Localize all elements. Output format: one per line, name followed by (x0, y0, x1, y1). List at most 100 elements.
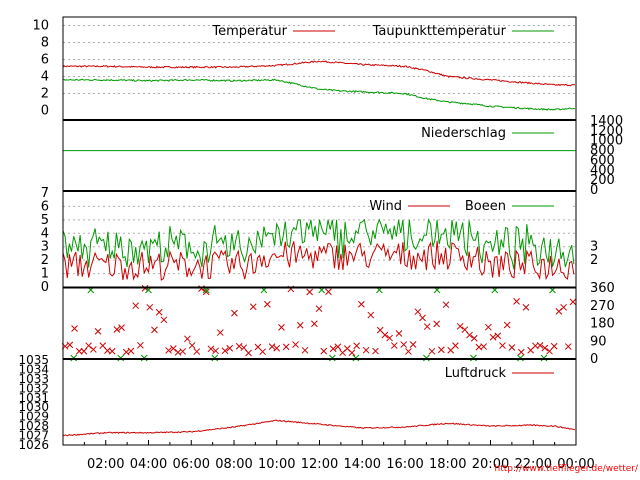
legend-temperatur-label: Temperatur (211, 24, 287, 39)
dir-mark (428, 347, 436, 355)
temp-ytick: 4 (41, 70, 49, 85)
legend-wind-label: Wind (369, 199, 402, 214)
dir-mark (541, 344, 549, 352)
dir-mark (207, 345, 215, 353)
legend-niederschlag-label: Niederschlag (421, 126, 506, 141)
legend-taupunkt-label: Taupunkttemperatur (372, 24, 507, 39)
temp-ytick: 6 (41, 53, 49, 68)
dir-mark (456, 322, 464, 330)
dir-mark (513, 298, 520, 305)
dir-mark (212, 347, 219, 355)
dir-mark (367, 311, 375, 319)
dir-mark (480, 343, 488, 350)
precip-ytick: 1400 (590, 114, 623, 129)
dir-mark (466, 331, 473, 339)
dir-mark (268, 343, 276, 350)
legend-boeen-label: Boeen (465, 199, 506, 214)
press-ytick: 1026 (18, 438, 49, 452)
dir-mark (282, 343, 290, 351)
dir-mark (489, 333, 497, 341)
dir-mark (560, 303, 567, 311)
dir-mark (517, 348, 525, 356)
dir-mark (296, 321, 304, 329)
precip-ytick: 400 (590, 163, 615, 178)
dir-mark (433, 320, 440, 328)
dir-mark (226, 344, 234, 352)
x-tick-label: 02:00 (87, 457, 124, 472)
credit-link[interactable]: http://www.tiefflieger.de/wetter/ (494, 464, 639, 474)
dir-mark (334, 343, 342, 351)
dir-mark (80, 347, 88, 355)
dir-mark (325, 288, 332, 296)
dir-mark (165, 347, 172, 354)
wind-ytick: 6 (41, 199, 49, 214)
dir-mark (146, 303, 154, 311)
dir-mark (329, 345, 337, 353)
dir-ytick: 0 (590, 352, 598, 367)
dir-mark (550, 342, 558, 350)
dir-mark (400, 341, 408, 348)
dir-mark (193, 348, 201, 355)
dir-mark (320, 347, 328, 355)
dir-mark (202, 288, 210, 296)
dir-mark (278, 324, 285, 331)
x-tick-label: 20:00 (472, 457, 509, 472)
dir-mark (71, 325, 78, 332)
x-tick-label: 12:00 (301, 457, 338, 472)
dir-mark (259, 348, 266, 356)
dir-mark (358, 300, 365, 308)
dir-mark (315, 305, 323, 313)
dir-mark (292, 341, 299, 348)
precip-ytick: 800 (590, 144, 615, 159)
wind-series-wind-line (62, 240, 575, 281)
dir-mark (381, 331, 389, 339)
dir-mark (137, 341, 144, 349)
dir-ytick: 90 (590, 334, 607, 349)
dir-mark (414, 308, 422, 316)
dir-mark (216, 329, 224, 336)
dir-mark (522, 304, 530, 311)
dir-mark (184, 335, 191, 343)
wind-ytick: 5 (41, 213, 49, 228)
wind-legend-bg (370, 197, 570, 213)
wind-ytick-right: 2 (590, 253, 598, 268)
dir-mark (353, 342, 361, 350)
press-ytick: 1033 (18, 372, 49, 386)
wind-ytick: 7 (41, 186, 49, 201)
dir-ytick: 360 (590, 281, 615, 296)
x-tick-label: 22:00 (515, 457, 552, 472)
dir-mark (66, 341, 74, 349)
dir-mark (235, 342, 243, 350)
wind-ytick: 1 (41, 267, 49, 282)
press-ytick: 1027 (18, 429, 49, 443)
wind-ytick: 2 (41, 253, 49, 268)
press-ytick: 1032 (18, 381, 49, 395)
dir-mark (160, 316, 168, 324)
dir-mark (348, 349, 356, 357)
dir-mark (151, 326, 158, 334)
x-tick-label: 00:00 (557, 457, 594, 472)
temp-ytick: 8 (41, 36, 49, 51)
dir-mark (240, 344, 248, 352)
dir-mark (221, 347, 229, 355)
temp-ytick: 2 (41, 87, 49, 102)
dir-mark (231, 309, 238, 317)
wind-series-boeen-line (62, 218, 575, 270)
dir-mark (409, 341, 417, 348)
dir-mark (461, 326, 469, 334)
x-tick-label: 18:00 (429, 457, 466, 472)
dir-mark (564, 343, 572, 350)
press-ytick: 1031 (18, 391, 49, 405)
dir-mark (437, 346, 445, 354)
temp-series-1-line (62, 78, 575, 111)
wind-ytick-right: 3 (590, 240, 598, 255)
wind-ytick: 3 (41, 240, 49, 255)
dir-mark (503, 321, 511, 329)
dir-mark (442, 301, 450, 309)
temp-series-0-line (62, 60, 576, 87)
temp-ytick: 10 (32, 19, 49, 34)
press-ytick: 1029 (18, 410, 49, 424)
wind-ytick: 0 (41, 280, 49, 295)
